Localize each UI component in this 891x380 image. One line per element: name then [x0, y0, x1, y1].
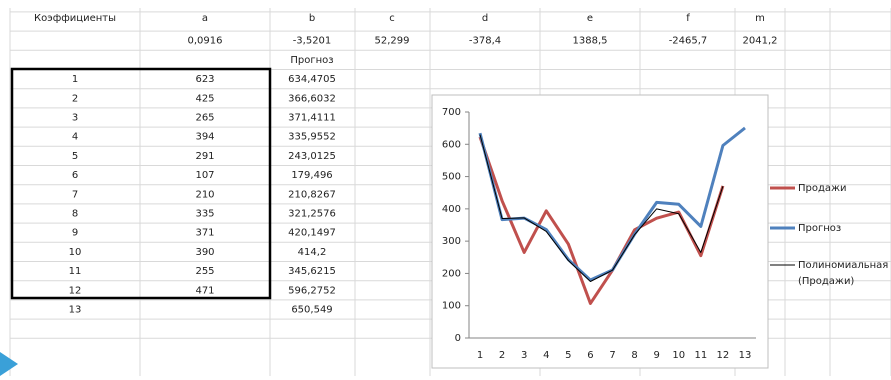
cell-text: 0,0916 [188, 36, 223, 47]
y-tick-label: 700 [442, 107, 461, 118]
cell-text: 52,299 [375, 36, 410, 47]
cell-text: 2041,2 [743, 36, 778, 47]
y-tick-label: 500 [442, 172, 461, 183]
cell-text: 179,496 [291, 170, 332, 181]
cell-text: 265 [195, 113, 214, 124]
y-tick-label: 600 [442, 139, 461, 150]
cell-text: 335,9552 [288, 132, 336, 143]
cell-text: 650,549 [291, 305, 332, 316]
cell-text: f [686, 13, 690, 24]
cell-text: 8 [72, 209, 78, 220]
cell-text: 414,2 [298, 247, 327, 258]
cell-text: 4 [72, 132, 78, 143]
cell-text: Прогноз [290, 55, 333, 66]
cell-text: 1 [72, 74, 78, 85]
cell-text: 420,1497 [288, 228, 336, 239]
x-tick-label: 4 [543, 350, 549, 361]
cell-text: 243,0125 [288, 151, 336, 162]
cell-text: 335 [195, 209, 214, 220]
x-tick-label: 10 [672, 350, 685, 361]
x-tick-label: 5 [565, 350, 571, 361]
cell-text: m [755, 13, 765, 24]
cell-text: 390 [195, 247, 214, 258]
cell-text: 5 [72, 151, 78, 162]
cell-text: 321,2576 [288, 209, 336, 220]
cell-text: 1388,5 [573, 36, 608, 47]
cell-text: c [389, 13, 395, 24]
y-tick-label: 200 [442, 268, 461, 279]
cell-text: 3 [72, 113, 78, 124]
cell-text: 9 [72, 228, 78, 239]
legend-label: Прогноз [798, 223, 841, 234]
chart-area [431, 94, 769, 369]
cell-text: 471 [195, 285, 214, 296]
cell-text: -378,4 [469, 36, 501, 47]
cell-text: 255 [195, 266, 214, 277]
cell-text: 13 [69, 305, 82, 316]
cell-text: 634,4705 [288, 74, 336, 85]
y-tick-label: 300 [442, 236, 461, 247]
cell-text: 107 [195, 170, 214, 181]
cell-text: -2465,7 [669, 36, 708, 47]
x-tick-label: 1 [477, 350, 483, 361]
decoration [0, 352, 18, 376]
x-tick-label: 13 [739, 350, 752, 361]
x-tick-label: 12 [717, 350, 730, 361]
x-tick-label: 3 [521, 350, 527, 361]
cell-text: e [587, 13, 593, 24]
cell-text: 11 [69, 266, 82, 277]
y-tick-label: 100 [442, 301, 461, 312]
selection-border [10, 67, 272, 300]
x-tick-label: 11 [694, 350, 707, 361]
legend-label: Продажи [798, 183, 847, 194]
y-tick-label: 0 [455, 333, 461, 344]
x-tick-label: 6 [587, 350, 593, 361]
cell-text: a [202, 13, 208, 24]
x-tick-label: 7 [609, 350, 615, 361]
x-tick-label: 9 [653, 350, 659, 361]
cell-text: 366,6032 [288, 93, 336, 104]
cell-text: 371,4111 [288, 113, 336, 124]
cell-text: 394 [195, 132, 214, 143]
cell-text: 12 [69, 285, 82, 296]
cell-text: 371 [195, 228, 214, 239]
cell-text: 2 [72, 93, 78, 104]
cell-text: 425 [195, 93, 214, 104]
cell-text: 623 [195, 74, 214, 85]
cell-text: 210 [195, 189, 214, 200]
cell-text: 7 [72, 189, 78, 200]
series-line [479, 134, 724, 282]
x-tick-label: 8 [631, 350, 637, 361]
cell-text: Коэффициенты [34, 13, 116, 24]
cell-text: 210,8267 [288, 189, 336, 200]
cell-text: 345,6215 [288, 266, 336, 277]
y-tick-label: 400 [442, 204, 461, 215]
x-tick-label: 2 [499, 350, 505, 361]
cell-text: 6 [72, 170, 78, 181]
cell-text: 291 [195, 151, 214, 162]
legend-label: Полиномиальная (Продажи) [798, 260, 888, 287]
cell-text: -3,5201 [293, 36, 332, 47]
cell-text: b [309, 13, 315, 24]
cell-text: d [482, 13, 488, 24]
cell-text: 596,2752 [288, 285, 336, 296]
cell-text: 10 [69, 247, 82, 258]
